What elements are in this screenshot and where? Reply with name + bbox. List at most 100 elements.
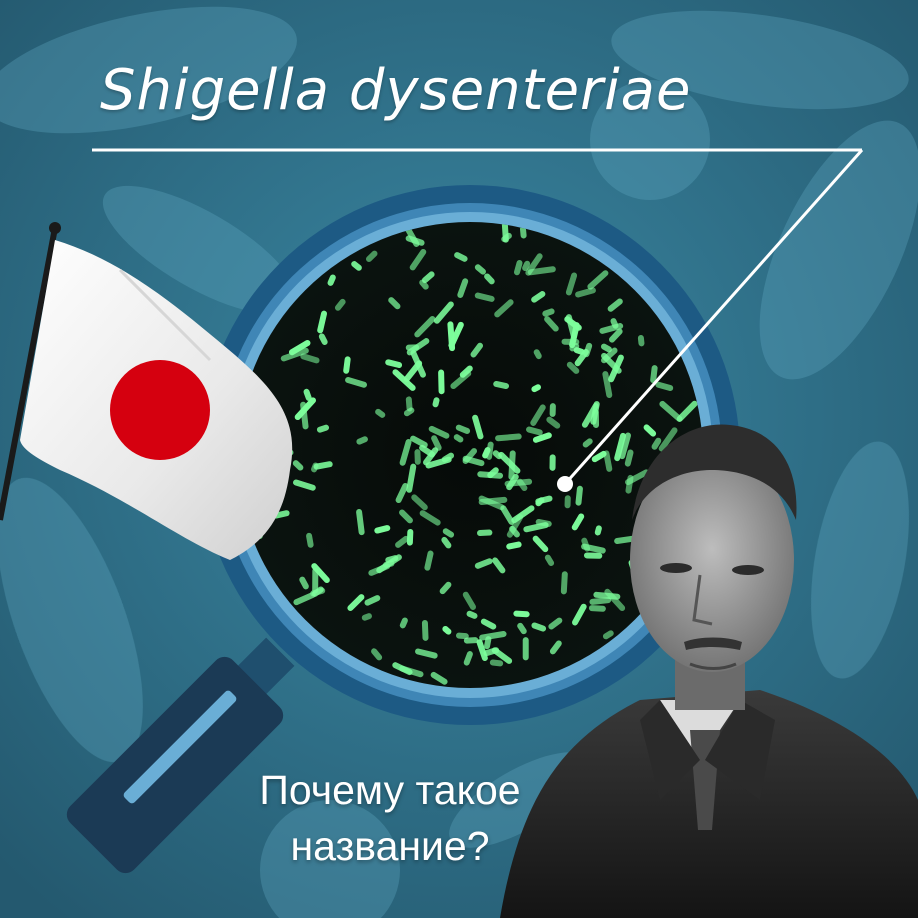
bacterium-rod <box>303 388 312 401</box>
bacterium-rod <box>415 648 438 659</box>
bacterium-rod <box>414 315 436 338</box>
bacterium-rod <box>589 597 612 605</box>
bacterium-rod <box>565 272 578 296</box>
bacterium-rod <box>334 298 346 311</box>
bacterium-rod <box>513 610 530 618</box>
bacterium-rod <box>571 513 585 531</box>
bacterium-rod <box>522 637 529 661</box>
bacterium-rod <box>454 252 468 262</box>
bacterium-rod <box>583 552 603 559</box>
bacterium-rod <box>655 381 674 392</box>
bacterium-rod <box>581 543 606 554</box>
bacterium-rod <box>433 301 454 324</box>
bacterium-rod <box>463 651 473 666</box>
bacterium-rod <box>676 400 698 422</box>
bacterium-rod <box>318 333 328 345</box>
bacterium-rod <box>575 485 583 506</box>
bacterium-rod <box>306 532 314 548</box>
bacterium-rod <box>500 505 515 525</box>
bacterium-rod <box>600 343 612 353</box>
bacterium-rod <box>470 342 484 358</box>
bacterium-rod <box>327 274 336 286</box>
bacterium-rod <box>480 618 497 630</box>
bacterium-rod <box>575 287 596 298</box>
bacterium-rod <box>385 359 403 369</box>
bacterium-rod <box>466 610 478 619</box>
bacterium-rod <box>351 261 362 271</box>
bacterium-rod <box>450 370 472 390</box>
bacterium-rod <box>532 432 552 443</box>
bacterium-rod <box>356 436 368 445</box>
bacterium-rod <box>531 622 547 632</box>
bacterium-rod <box>522 260 531 272</box>
bacterium-rod <box>441 536 452 549</box>
bacterium-rod <box>410 435 428 448</box>
bacterium-rod <box>650 365 658 384</box>
bacterium-rod <box>474 292 495 302</box>
bacterium-rod <box>409 248 427 271</box>
bacterium-rod <box>478 495 505 511</box>
bacterium-rod <box>292 460 304 471</box>
bacterium-rod <box>428 425 450 439</box>
bacterium-rod <box>313 461 333 470</box>
japan-flag <box>0 222 293 560</box>
bacterium-rod <box>300 353 320 364</box>
bacterium-rod <box>345 377 368 388</box>
bacterium-rod <box>419 510 441 526</box>
bacterium-rod <box>406 338 430 356</box>
bacterium-rod <box>486 441 494 460</box>
bacterium-rod <box>531 384 541 393</box>
bacterium-rod <box>532 535 549 553</box>
bacterium-rod <box>477 529 493 536</box>
bacterium-rod <box>658 427 678 452</box>
bacterium-rod <box>463 637 479 644</box>
bacterium-rod <box>368 563 391 576</box>
bacterium-rod <box>447 321 456 352</box>
bacterium-rod <box>571 603 587 626</box>
bacterium-rod <box>442 528 455 538</box>
bacterium-rod <box>406 528 414 546</box>
bacterium-rod <box>423 447 439 466</box>
bacterium-rod <box>548 617 563 630</box>
bacterium-rod <box>310 587 326 597</box>
bacterium-rod <box>625 474 634 494</box>
bacterium-rod <box>365 250 378 263</box>
bacterium-rod <box>601 352 622 374</box>
bacterium-rod <box>602 371 613 399</box>
bacterium-rod <box>508 450 516 480</box>
bacterium-rod <box>491 647 513 664</box>
bacterium-rod <box>619 432 632 460</box>
bacterium-rod <box>457 278 469 298</box>
bacterium-rod <box>542 308 555 317</box>
bacterium-rod <box>474 264 486 275</box>
bacterium-rod <box>643 424 657 437</box>
bacterium-rod <box>527 266 556 276</box>
bacterium-rod <box>441 452 455 463</box>
bacterium-rod <box>494 299 514 318</box>
bacterium-rod <box>392 369 416 391</box>
bacterium-rod <box>544 554 555 566</box>
bacterium-rod <box>316 424 330 433</box>
bacterium-rod <box>399 509 413 524</box>
bacterium-rod <box>455 424 471 434</box>
bacterium-rod <box>637 335 645 347</box>
bacterium-rod <box>406 463 417 493</box>
bacterium-rod <box>374 525 391 534</box>
bacterium-rod <box>549 403 556 417</box>
bacterium-rod <box>564 495 571 509</box>
bacterium-rod <box>506 514 524 538</box>
bacterium-rod <box>455 632 469 640</box>
bacterium-rod <box>504 478 533 487</box>
bacterium-rod <box>519 226 527 239</box>
bacterium-rod <box>593 591 621 600</box>
bacterium-rod <box>403 407 415 417</box>
bacterium-rod <box>549 640 562 655</box>
question-caption: Почему такое название? <box>200 762 580 874</box>
bacterium-rod <box>431 435 442 451</box>
bacterium-rod <box>489 659 504 667</box>
person-portrait <box>500 424 918 918</box>
bacterium-rod <box>566 361 580 374</box>
bacterium-rod <box>560 571 568 595</box>
